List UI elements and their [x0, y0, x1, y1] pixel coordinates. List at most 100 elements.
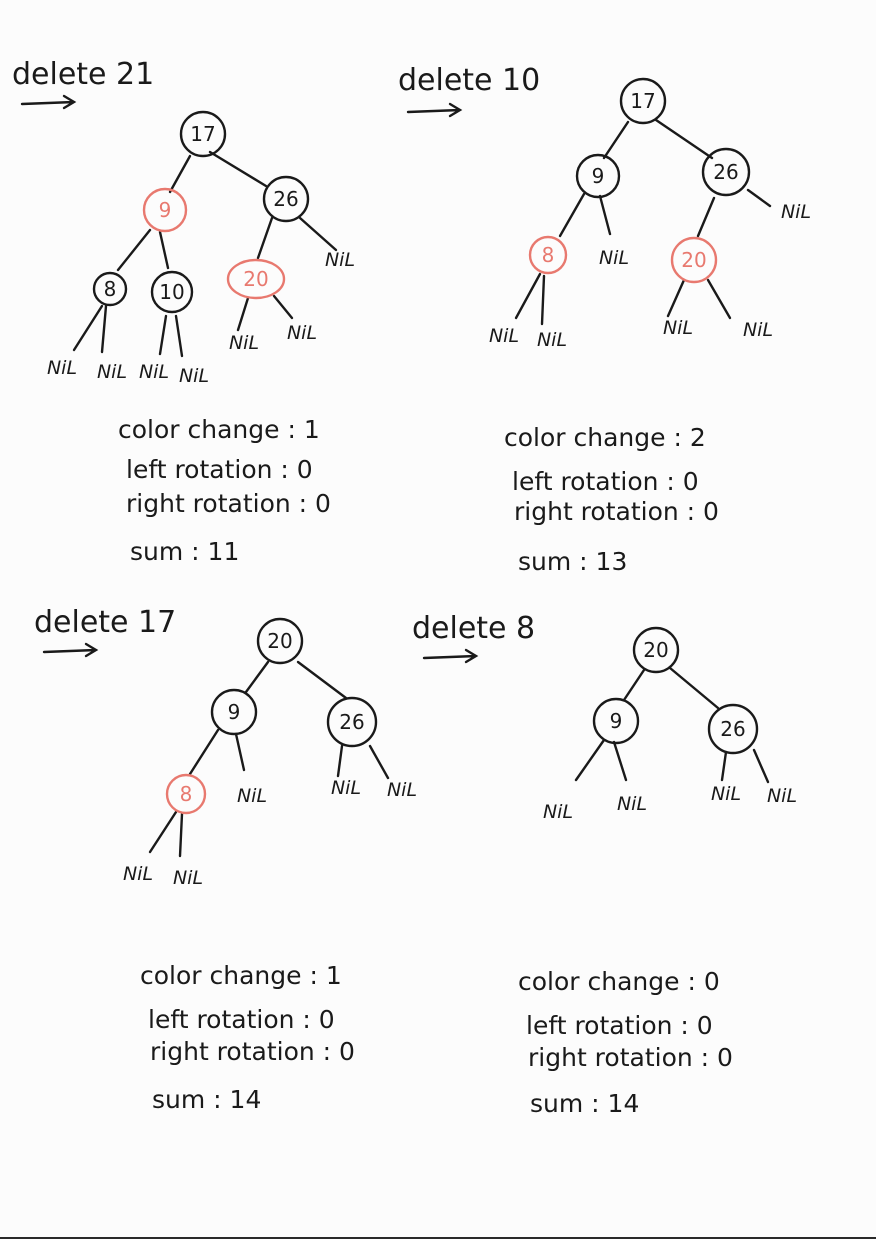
nil-leaf: NiL	[123, 863, 153, 885]
nil-leaf: NiL	[663, 317, 693, 339]
node-label: 20	[681, 248, 706, 272]
panel-delete-21: delete 21 17 9 26	[12, 57, 355, 566]
panel-title: delete 10	[398, 63, 540, 98]
panel-delete-17: delete 17 20 9 26 8 NiL Ni	[34, 605, 417, 1114]
node-circle	[262, 175, 310, 223]
stat-right-rotation: right rotation : 0	[150, 1037, 355, 1066]
node-circle	[210, 688, 258, 736]
node-label: 9	[159, 198, 172, 222]
node-circle	[670, 236, 718, 284]
node-circle	[142, 187, 188, 233]
node-label: 9	[228, 700, 241, 724]
tree-node-9: 9	[142, 187, 188, 233]
node-label: 26	[273, 187, 298, 211]
stat-sum: sum : 14	[152, 1085, 261, 1114]
nil-leaf: NiL	[711, 783, 741, 805]
node-circle	[619, 77, 667, 125]
tree-node-20: 20	[632, 626, 680, 674]
stat-color-change: color change : 1	[118, 415, 320, 444]
node-label: 8	[542, 243, 555, 267]
stat-color-change: color change : 0	[518, 967, 720, 996]
node-label: 8	[104, 277, 117, 301]
panel-title: delete 21	[12, 57, 154, 92]
stat-color-change: color change : 2	[504, 423, 706, 452]
stat-color-change: color change : 1	[140, 961, 342, 990]
node-label: 26	[713, 160, 738, 184]
node-label: 20	[243, 267, 268, 291]
tree-node-26: 26	[707, 703, 759, 755]
stat-left-rotation: left rotation : 0	[126, 455, 313, 484]
nil-leaf: NiL	[139, 361, 169, 383]
nil-leaf: NiL	[387, 779, 417, 801]
node-label: 26	[339, 710, 364, 734]
node-circle	[226, 258, 286, 300]
nil-leaf: NiL	[97, 361, 127, 383]
node-label: 20	[643, 638, 668, 662]
stat-right-rotation: right rotation : 0	[126, 489, 331, 518]
tree-node-20: 20	[256, 617, 304, 665]
tree-edges	[514, 118, 772, 326]
node-circle	[707, 703, 759, 755]
tree-node-20: 20	[226, 258, 286, 300]
node-circle	[632, 626, 680, 674]
nil-leaf: NiL	[179, 365, 209, 387]
stat-sum: sum : 13	[518, 547, 627, 576]
arrow-icon	[422, 648, 479, 664]
node-label: 26	[720, 717, 745, 741]
panel-title: delete 8	[412, 611, 535, 646]
panel-title: delete 17	[34, 605, 176, 640]
stat-left-rotation: left rotation : 0	[148, 1005, 335, 1034]
node-label: 9	[592, 164, 605, 188]
nil-leaf: NiL	[743, 319, 773, 341]
node-circle	[150, 270, 194, 314]
nil-leaf: NiL	[599, 247, 629, 269]
node-circle	[592, 697, 640, 745]
tree-node-8: 8	[92, 271, 128, 307]
nil-leaf: NiL	[237, 785, 267, 807]
node-circle	[165, 773, 207, 815]
node-label: 17	[630, 89, 655, 113]
node-label: 20	[267, 629, 292, 653]
stat-sum: sum : 11	[130, 537, 239, 566]
stat-left-rotation: left rotation : 0	[526, 1011, 713, 1040]
tree-node-17: 17	[179, 110, 227, 158]
nil-leaf: NiL	[47, 357, 77, 379]
arrow-icon	[406, 102, 463, 118]
tree-node-20: 20	[670, 236, 718, 284]
nil-leaf: NiL	[617, 793, 647, 815]
tree-node-8: 8	[165, 773, 207, 815]
nil-leaf: NiL	[489, 325, 519, 347]
node-circle	[92, 271, 128, 307]
tree-node-8: 8	[528, 235, 568, 275]
tree-edges	[574, 666, 770, 784]
tree-node-26: 26	[262, 175, 310, 223]
tree-node-10: 10	[150, 270, 194, 314]
nil-leaf: NiL	[543, 801, 573, 823]
bottom-rule	[0, 1237, 876, 1239]
tree-node-26: 26	[701, 147, 751, 197]
stat-right-rotation: right rotation : 0	[514, 497, 719, 526]
node-circle	[701, 147, 751, 197]
stat-left-rotation: left rotation : 0	[512, 467, 699, 496]
node-circle	[179, 110, 227, 158]
stat-sum: sum : 14	[530, 1089, 639, 1118]
nil-leaf: NiL	[229, 332, 259, 354]
tree-node-26: 26	[326, 696, 378, 748]
tree-node-9: 9	[210, 688, 258, 736]
arrow-icon	[42, 642, 99, 658]
tree-node-17: 17	[619, 77, 667, 125]
nil-leaf: NiL	[173, 867, 203, 889]
tree-node-9: 9	[575, 153, 621, 199]
nil-leaf: NiL	[767, 785, 797, 807]
panel-delete-8: delete 8 20 9 26 NiL NiL NiL NiL color c…	[412, 611, 797, 1118]
nil-leaf: NiL	[781, 201, 811, 223]
node-label: 8	[180, 782, 193, 806]
node-circle	[326, 696, 378, 748]
node-label: 9	[610, 709, 623, 733]
node-circle	[256, 617, 304, 665]
node-label: 10	[159, 280, 184, 304]
arrow-icon	[20, 94, 77, 110]
node-label: 17	[190, 122, 215, 146]
